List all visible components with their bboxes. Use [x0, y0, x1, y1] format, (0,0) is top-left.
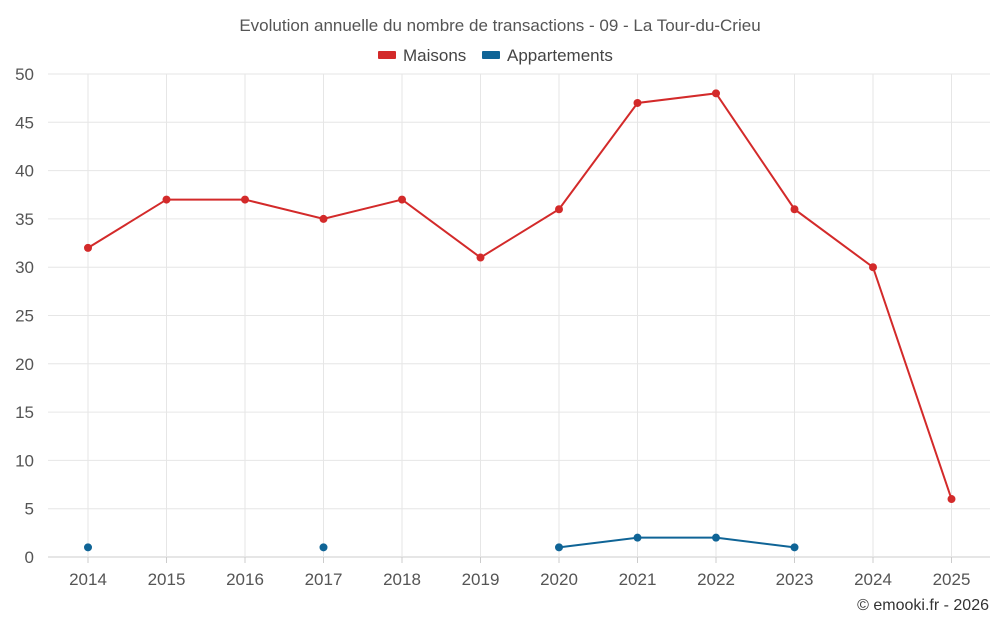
x-tick-label: 2022: [697, 570, 735, 589]
x-tick-label: 2016: [226, 570, 264, 589]
y-tick-label: 45: [15, 113, 34, 132]
data-point[interactable]: [162, 195, 171, 204]
series-group: [84, 89, 956, 552]
credit-text: © emooki.fr - 2026: [857, 597, 989, 614]
x-tick-label: 2024: [854, 570, 892, 589]
x-tick-label: 2015: [148, 570, 186, 589]
y-tick-label: 20: [15, 355, 34, 374]
data-point[interactable]: [241, 195, 249, 204]
y-tick-label: 35: [15, 210, 34, 229]
data-point[interactable]: [947, 495, 956, 504]
data-point[interactable]: [319, 543, 328, 552]
data-point[interactable]: [84, 543, 92, 552]
data-point[interactable]: [84, 243, 92, 252]
x-tick-label: 2017: [305, 570, 343, 589]
data-point[interactable]: [555, 543, 563, 552]
x-tick-label: 2023: [776, 570, 814, 589]
chart-title: Evolution annuelle du nombre de transact…: [239, 16, 760, 35]
legend-label-maisons[interactable]: Maisons: [403, 46, 466, 65]
legend-swatch-maisons: [378, 51, 396, 59]
grid: [48, 73, 990, 563]
data-point[interactable]: [712, 89, 720, 98]
y-tick-label: 50: [15, 65, 34, 84]
y-tick-label: 5: [25, 500, 34, 519]
data-point[interactable]: [790, 543, 799, 552]
data-point[interactable]: [633, 98, 642, 107]
data-point[interactable]: [633, 533, 642, 542]
data-point[interactable]: [712, 533, 720, 542]
y-tick-label: 30: [15, 258, 34, 277]
data-point[interactable]: [790, 205, 799, 214]
x-tick-label: 2018: [383, 570, 421, 589]
x-tick-label: 2014: [69, 570, 107, 589]
data-point[interactable]: [555, 205, 563, 214]
y-tick-label: 40: [15, 162, 34, 181]
series-maisons: [84, 89, 956, 504]
data-point[interactable]: [319, 214, 328, 223]
series-appartements: [84, 533, 799, 552]
legend-label-appartements[interactable]: Appartements: [507, 46, 613, 65]
data-point[interactable]: [476, 253, 485, 262]
x-tick-label: 2021: [619, 570, 657, 589]
x-tick-label: 2020: [540, 570, 578, 589]
legend-swatch-appartements: [482, 51, 500, 59]
series-line: [558, 536, 795, 549]
x-axis: 2014 2015 2016 2017 2018 2019 2020 2021 2022 2023…: [69, 570, 970, 589]
y-axis: 0 5 10 15 20 25 30 35 40 45 50: [15, 65, 34, 567]
x-tick-label: 2019: [462, 570, 500, 589]
data-point[interactable]: [398, 195, 406, 204]
y-tick-label: 10: [15, 451, 34, 470]
x-tick-label: 2025: [933, 570, 971, 589]
y-tick-label: 25: [15, 307, 34, 326]
series-line: [87, 92, 953, 500]
data-point[interactable]: [869, 263, 877, 272]
y-tick-label: 15: [15, 403, 34, 422]
legend: Maisons Appartements: [378, 46, 613, 65]
y-tick-label: 0: [25, 548, 34, 567]
